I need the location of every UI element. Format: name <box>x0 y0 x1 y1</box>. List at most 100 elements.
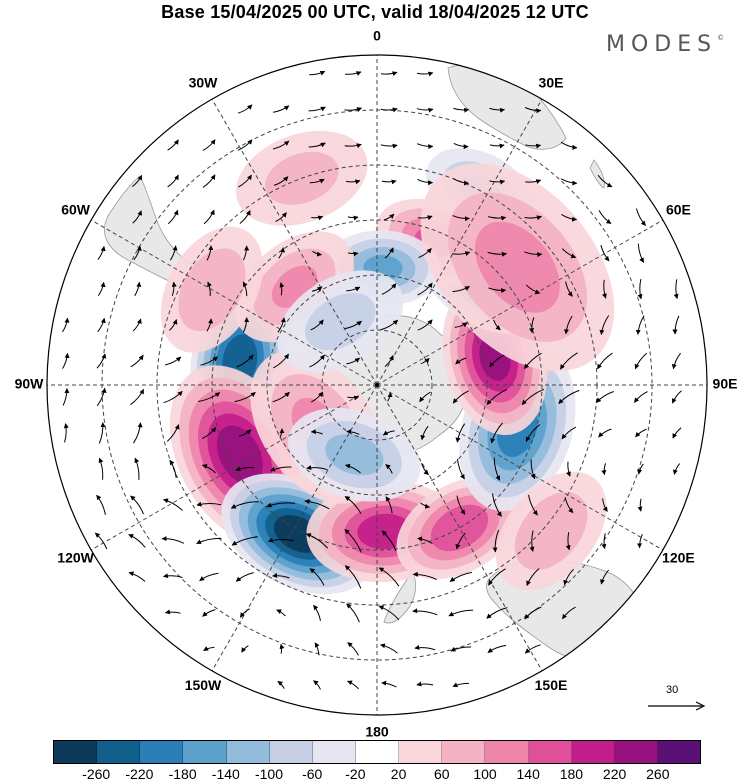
wind-arrow <box>598 210 612 225</box>
wind-arrow <box>347 642 359 656</box>
wind-arrow <box>452 682 470 688</box>
wind-arrow <box>601 533 607 550</box>
graticule <box>47 55 707 715</box>
wind-arrow <box>163 390 183 404</box>
meridian-line <box>211 384 378 672</box>
colorbar-tick-label: 180 <box>559 766 584 782</box>
wind-arrow <box>311 286 323 292</box>
wind-arrow <box>313 680 321 690</box>
wind-arrow <box>637 498 643 512</box>
wind-arrow <box>312 250 322 257</box>
wind-arrow <box>132 318 142 332</box>
anomaly-contour <box>216 425 263 485</box>
wind-arrow <box>416 71 434 77</box>
wind-arrow <box>277 680 285 689</box>
wind-arrow <box>304 498 330 510</box>
wind-arrow <box>308 106 326 112</box>
wind-arrow <box>167 209 179 225</box>
colorbar-tick-label: 20 <box>390 766 407 782</box>
wind-arrow <box>381 530 397 552</box>
wind-arrow <box>601 463 607 476</box>
wind-arrow <box>347 251 359 257</box>
wind-arrow <box>279 282 285 296</box>
wind-arrow <box>130 388 145 406</box>
wind-arrow <box>493 319 501 331</box>
anomaly-field <box>160 130 615 595</box>
wind-arrow <box>381 680 397 688</box>
brand-copyright-mark: © <box>717 34 725 42</box>
wind-arrow <box>457 458 465 480</box>
meridian-line <box>211 98 378 386</box>
wind-arrow <box>521 388 545 406</box>
wind-arrow <box>637 463 644 475</box>
wind-arrow <box>561 606 576 620</box>
anomaly-contour <box>325 434 384 476</box>
wind-arrow <box>96 387 107 407</box>
wind-arrow <box>344 143 362 149</box>
wind-arrow <box>62 388 70 406</box>
longitude-label: 180 <box>365 724 389 740</box>
wind-arrow <box>528 494 538 516</box>
wind-arrow <box>493 457 501 481</box>
meridian-line <box>90 384 378 551</box>
wind-arrow <box>488 287 507 294</box>
longitude-label: 60E <box>666 202 691 218</box>
wind-arrow <box>206 318 214 332</box>
wind-arrow <box>635 428 647 438</box>
wind-arrow <box>306 465 328 471</box>
colorbar-tick-label: 140 <box>516 766 540 782</box>
colorbar-segment <box>528 741 572 763</box>
wind-arrow <box>346 429 360 435</box>
wind-arrow <box>198 392 221 402</box>
wind-arrow <box>672 315 680 335</box>
wind-arrow <box>486 607 508 619</box>
wind-arrow <box>279 643 285 654</box>
wind-arrow <box>382 430 395 436</box>
wind-arrow <box>448 609 474 617</box>
wind-arrow <box>634 352 648 370</box>
wind-arrow <box>161 536 185 544</box>
colorbar-segment <box>97 741 141 763</box>
wind-arrow <box>346 603 360 623</box>
wind-arrow <box>381 179 397 185</box>
colorbar <box>53 740 701 764</box>
wind-arrow <box>347 395 360 401</box>
wind-arrow <box>237 104 253 114</box>
wind-arrow <box>238 429 252 437</box>
wind-arrow <box>277 317 286 333</box>
colorbar-segment <box>54 741 98 763</box>
wind-arrow <box>133 422 143 444</box>
reference-vector-arrow <box>648 701 706 711</box>
wind-arrow <box>489 143 505 149</box>
wind-arrow <box>449 571 472 583</box>
wind-arrow <box>98 422 106 444</box>
wind-arrow <box>486 388 508 405</box>
wind-arrow <box>308 142 326 148</box>
wind-arrow <box>417 282 433 296</box>
longitude-label: 150E <box>535 677 568 693</box>
wind-arrow <box>278 247 285 259</box>
wind-arrow <box>673 279 679 300</box>
wind-arrow <box>311 391 324 403</box>
wind-arrow <box>134 457 140 480</box>
colorbar-segment <box>355 741 400 763</box>
wind-arrow <box>492 493 502 517</box>
wind-arrow <box>595 391 614 403</box>
wind-arrow <box>131 174 143 187</box>
wind-arrow <box>196 501 222 507</box>
wind-arrow <box>489 179 506 185</box>
colorbar-segment <box>183 741 227 763</box>
wind-arrow <box>672 427 682 439</box>
colorbar-segment <box>614 741 658 763</box>
wind-arrow <box>524 215 542 221</box>
wind-arrow <box>130 495 144 515</box>
wind-arrow <box>452 251 471 257</box>
wind-arrow <box>487 644 507 654</box>
wind-arrow <box>345 463 361 474</box>
wind-arrow <box>344 565 362 589</box>
wind-arrow <box>417 215 433 221</box>
wind-arrow <box>347 680 359 690</box>
wind-arrow <box>561 248 577 259</box>
wind-arrow <box>524 352 542 370</box>
wind-arrow <box>420 425 429 441</box>
